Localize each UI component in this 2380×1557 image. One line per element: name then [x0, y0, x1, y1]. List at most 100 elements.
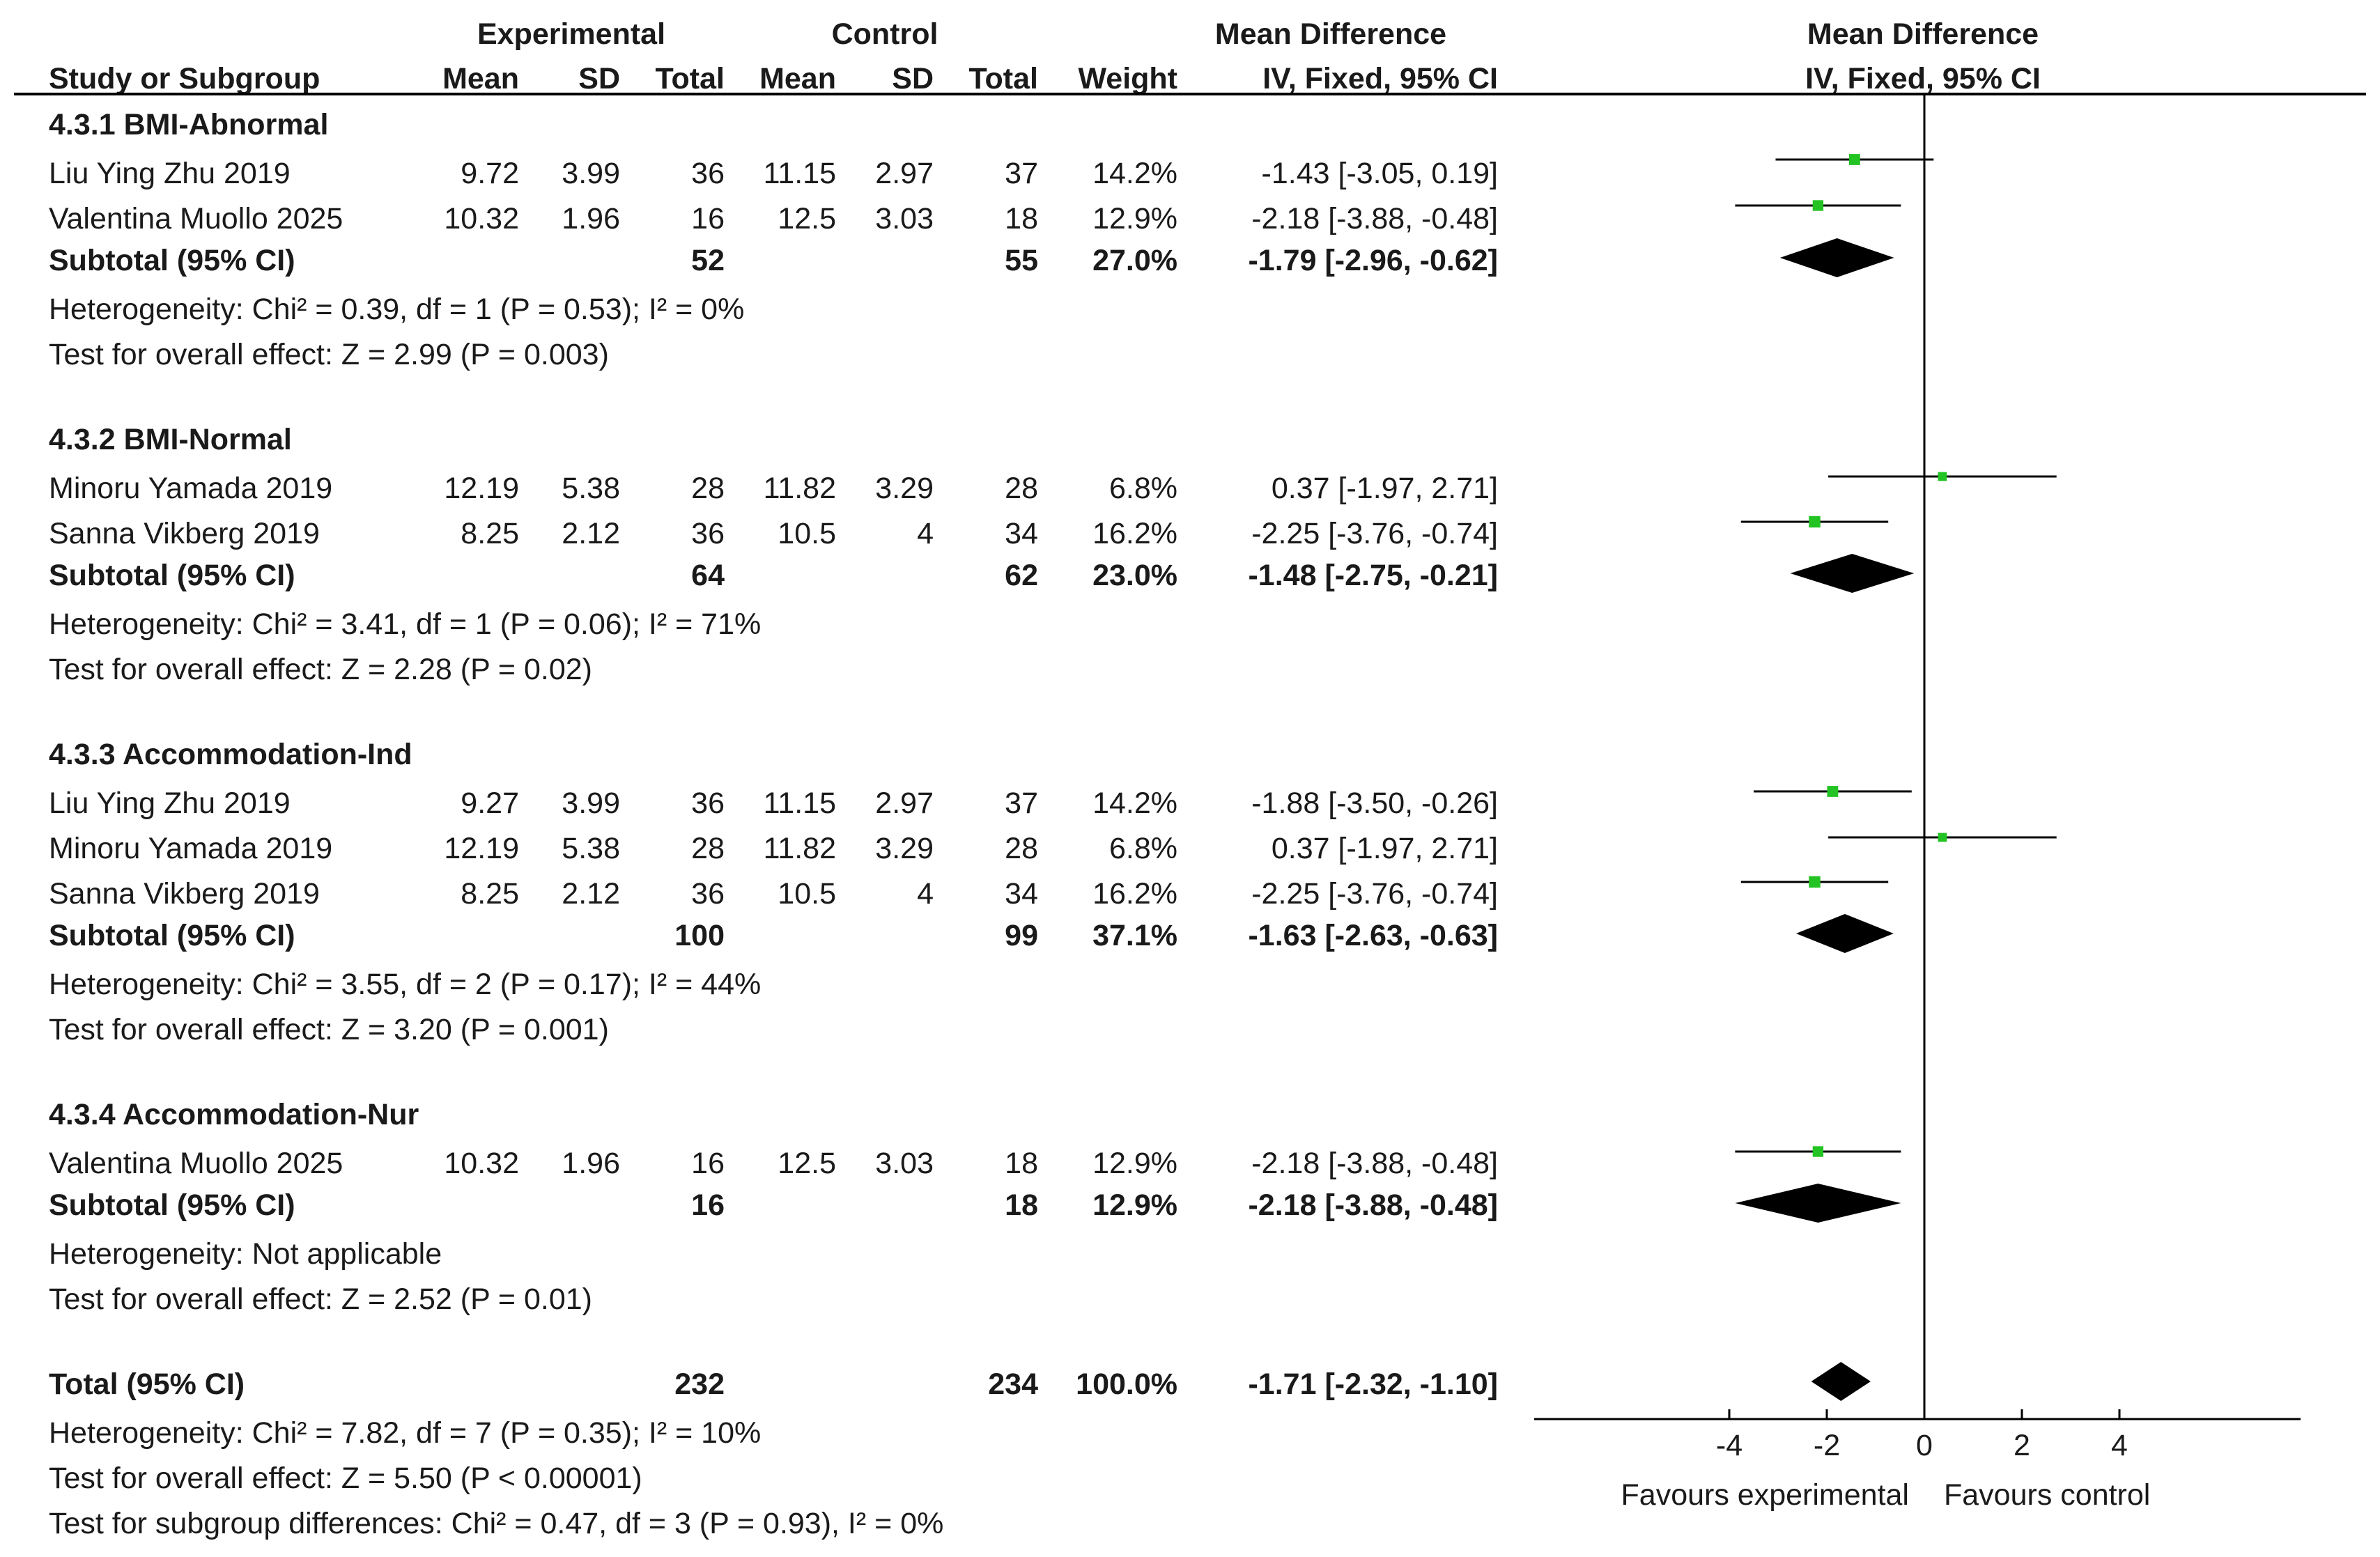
effect-marker: [1812, 1146, 1824, 1157]
heterogeneity-text: Heterogeneity: Chi² = 0.39, df = 1 (P = …: [49, 293, 745, 326]
study-exp-sd: 5.38: [562, 472, 620, 505]
plot-marks: -4 -2 0 2 4: [1534, 94, 2301, 1462]
study-ci: 0.37 [-1.97, 2.71]: [1271, 472, 1498, 505]
subtotal-diamond: [1735, 1184, 1901, 1223]
overall-effect-text: Test for overall effect: Z = 2.28 (P = 0…: [49, 653, 592, 686]
study-ctl-mean: 10.5: [778, 877, 836, 911]
study-ci: 0.37 [-1.97, 2.71]: [1271, 832, 1498, 865]
effect-marker: [1809, 516, 1821, 528]
study-name: Liu Ying Zhu 2019: [49, 157, 291, 190]
study-exp-sd: 5.38: [562, 832, 620, 865]
total-label: Total (95% CI): [49, 1368, 245, 1401]
study-weight: 6.8%: [1108, 472, 1177, 505]
subtotal-label: Subtotal (95% CI): [49, 244, 295, 277]
header-study-or-subgroup: Study or Subgroup: [49, 62, 320, 95]
study-ctl-mean: 11.15: [763, 157, 836, 190]
effect-marker: [1938, 472, 1947, 481]
effect-marker: [1812, 200, 1824, 211]
study-weight: 14.2%: [1092, 787, 1177, 820]
study-ctl-sd: 4: [917, 877, 934, 911]
study-ctl-total: 37: [1005, 787, 1038, 820]
study-ctl-total: 34: [1005, 877, 1038, 911]
heterogeneity-text: Heterogeneity: Chi² = 3.41, df = 1 (P = …: [49, 607, 762, 641]
study-weight: 16.2%: [1092, 877, 1177, 911]
study-exp-mean: 8.25: [461, 877, 519, 911]
subtotal-exp-total: 52: [691, 244, 725, 277]
study-exp-total: 16: [691, 1147, 725, 1180]
header-exp-total: Total: [655, 62, 725, 95]
header-weight: Weight: [1078, 62, 1177, 95]
study-ctl-mean: 12.5: [778, 1147, 836, 1180]
study-ctl-sd: 4: [917, 517, 934, 550]
study-ctl-total: 37: [1005, 157, 1038, 190]
subtotal-ci: -2.18 [-3.88, -0.48]: [1248, 1188, 1498, 1222]
header-plot-title: Mean Difference: [1807, 17, 2039, 51]
effect-marker: [1938, 832, 1947, 842]
study-ctl-sd: 2.97: [875, 157, 934, 190]
study-name: Minoru Yamada 2019: [49, 832, 333, 865]
overall-effect-text: Test for overall effect: Z = 3.20 (P = 0…: [49, 1013, 609, 1046]
study-exp-mean: 10.32: [444, 202, 519, 235]
study-name: Valentina Muollo 2025: [49, 1147, 343, 1180]
subtotal-ctl-total: 55: [1005, 244, 1038, 277]
study-name: Liu Ying Zhu 2019: [49, 787, 291, 820]
total-exp-total: 232: [674, 1368, 725, 1401]
subgroup-title: 4.3.3 Accommodation-Ind: [49, 738, 412, 771]
subgroup-title: 4.3.2 BMI-Normal: [49, 423, 292, 456]
favours-control-label: Favours control: [1944, 1478, 2151, 1512]
subtotal-ctl-total: 18: [1005, 1188, 1038, 1222]
subtotal-ci: -1.79 [-2.96, -0.62]: [1248, 244, 1498, 277]
study-ctl-sd: 3.29: [875, 472, 934, 505]
subgroup-title: 4.3.1 BMI-Abnormal: [49, 108, 329, 141]
subtotal-weight: 27.0%: [1092, 244, 1177, 277]
total-heterogeneity-text: Heterogeneity: Chi² = 7.82, df = 7 (P = …: [49, 1416, 762, 1450]
subtotal-diamond: [1790, 554, 1915, 593]
subtotal-label: Subtotal (95% CI): [49, 559, 295, 592]
study-ctl-mean: 11.15: [763, 787, 836, 820]
heterogeneity-text: Heterogeneity: Chi² = 3.55, df = 2 (P = …: [49, 968, 762, 1001]
total-diamond: [1811, 1362, 1871, 1401]
effect-marker: [1809, 876, 1821, 888]
study-exp-total: 36: [691, 787, 725, 820]
x-axis-tick-label: -2: [1814, 1429, 1840, 1462]
subtotal-diamond: [1795, 914, 1894, 953]
header-control: Control: [831, 17, 938, 51]
favours-experimental-label: Favours experimental: [1621, 1478, 1909, 1512]
study-exp-sd: 1.96: [562, 1147, 620, 1180]
study-exp-sd: 2.12: [562, 517, 620, 550]
subtotal-ci: -1.48 [-2.75, -0.21]: [1248, 559, 1498, 592]
study-exp-sd: 3.99: [562, 157, 620, 190]
header-ctl-sd: SD: [892, 62, 934, 95]
study-exp-mean: 12.19: [444, 832, 519, 865]
study-ctl-sd: 3.29: [875, 832, 934, 865]
study-name: Minoru Yamada 2019: [49, 472, 333, 505]
study-ci: -1.88 [-3.50, -0.26]: [1251, 787, 1498, 820]
study-weight: 12.9%: [1092, 1147, 1177, 1180]
study-weight: 12.9%: [1092, 202, 1177, 235]
effect-marker: [1849, 154, 1860, 165]
study-ci: -2.18 [-3.88, -0.48]: [1251, 1147, 1498, 1180]
study-weight: 16.2%: [1092, 517, 1177, 550]
overall-effect-text: Test for overall effect: Z = 2.52 (P = 0…: [49, 1283, 592, 1316]
subtotal-weight: 12.9%: [1092, 1188, 1177, 1222]
study-ctl-sd: 3.03: [875, 1147, 934, 1180]
header-exp-mean: Mean: [442, 62, 519, 95]
study-exp-total: 16: [691, 202, 725, 235]
study-ctl-mean: 11.82: [763, 832, 836, 865]
study-ctl-total: 18: [1005, 202, 1038, 235]
study-ctl-mean: 11.82: [763, 472, 836, 505]
study-ctl-mean: 12.5: [778, 202, 836, 235]
study-ci: -2.18 [-3.88, -0.48]: [1251, 202, 1498, 235]
total-weight: 100.0%: [1076, 1368, 1177, 1401]
total-ci: -1.71 [-2.32, -1.10]: [1248, 1368, 1498, 1401]
header-plot-subtitle: IV, Fixed, 95% CI: [1805, 62, 2041, 95]
x-axis-tick-label: 0: [1916, 1429, 1933, 1462]
study-ctl-total: 28: [1005, 832, 1038, 865]
study-ci: -2.25 [-3.76, -0.74]: [1251, 517, 1498, 550]
x-axis-tick-label: 2: [2014, 1429, 2030, 1462]
subtotal-ci: -1.63 [-2.63, -0.63]: [1248, 919, 1498, 952]
study-ctl-sd: 3.03: [875, 202, 934, 235]
total-ctl-total: 234: [988, 1368, 1038, 1401]
header-ctl-mean: Mean: [759, 62, 836, 95]
